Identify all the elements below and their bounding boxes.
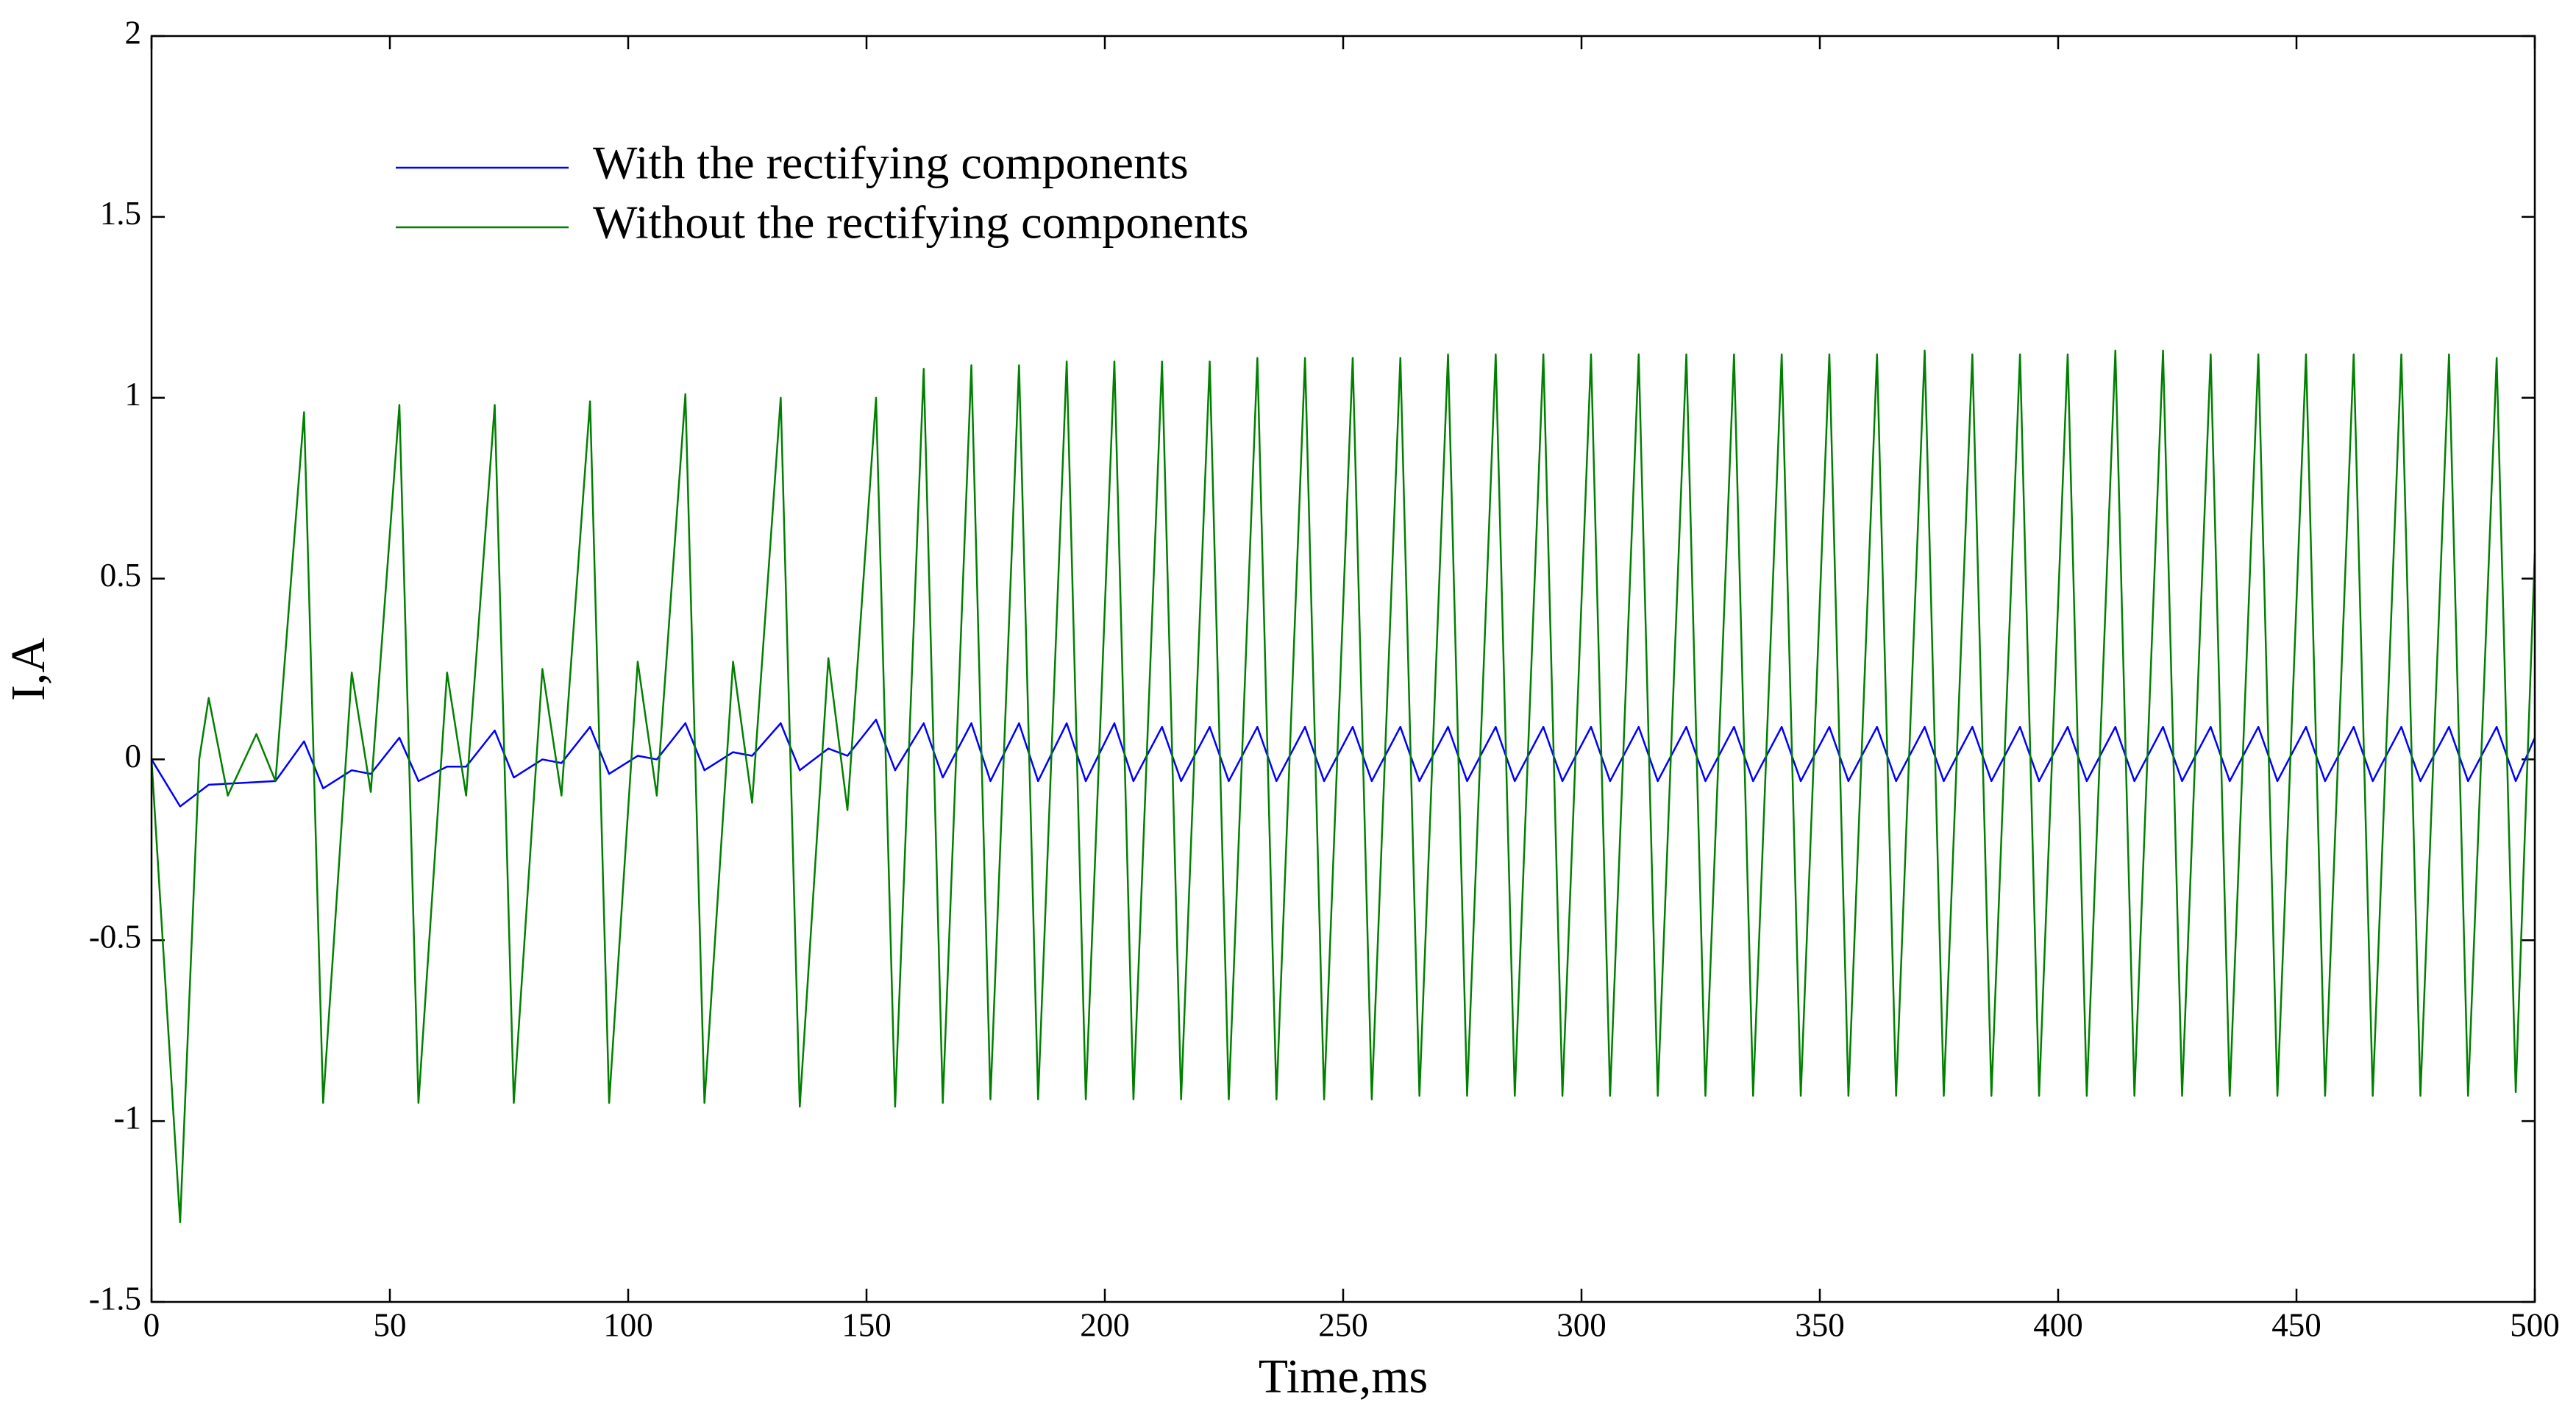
series-line <box>150 349 2536 1224</box>
y-tick-label: 1.5 <box>100 195 141 232</box>
y-axis-label: I,A <box>1 638 55 701</box>
x-axis-label: Time,ms <box>1259 1350 1428 1403</box>
x-tick-label: 400 <box>2033 1306 2083 1343</box>
legend-label: Without the rectifying components <box>593 196 1248 249</box>
plot-frame <box>150 35 2536 1303</box>
x-tick-label: 350 <box>1795 1306 1845 1343</box>
y-tick-label: 1 <box>125 376 142 413</box>
x-tick-label: 100 <box>603 1306 653 1343</box>
y-tick-label: -1 <box>114 1099 142 1136</box>
y-tick-label: 0 <box>125 738 142 775</box>
x-tick-label: 450 <box>2271 1306 2321 1343</box>
x-tick-label: 0 <box>143 1306 160 1343</box>
y-tick-label: -0.5 <box>89 919 141 955</box>
y-tick-label: 2 <box>125 14 142 51</box>
x-tick-label: 300 <box>1556 1306 1607 1343</box>
x-tick-label: 50 <box>374 1306 407 1343</box>
x-tick-label: 250 <box>1318 1306 1368 1343</box>
series-line <box>150 719 2536 808</box>
y-tick-label: -1.5 <box>89 1280 141 1317</box>
y-tick-label: 0.5 <box>100 557 141 594</box>
x-tick-label: 200 <box>1080 1306 1130 1343</box>
x-tick-label: 500 <box>2510 1306 2560 1343</box>
x-tick-label: 150 <box>842 1306 892 1343</box>
legend-label: With the rectifying components <box>593 137 1189 189</box>
